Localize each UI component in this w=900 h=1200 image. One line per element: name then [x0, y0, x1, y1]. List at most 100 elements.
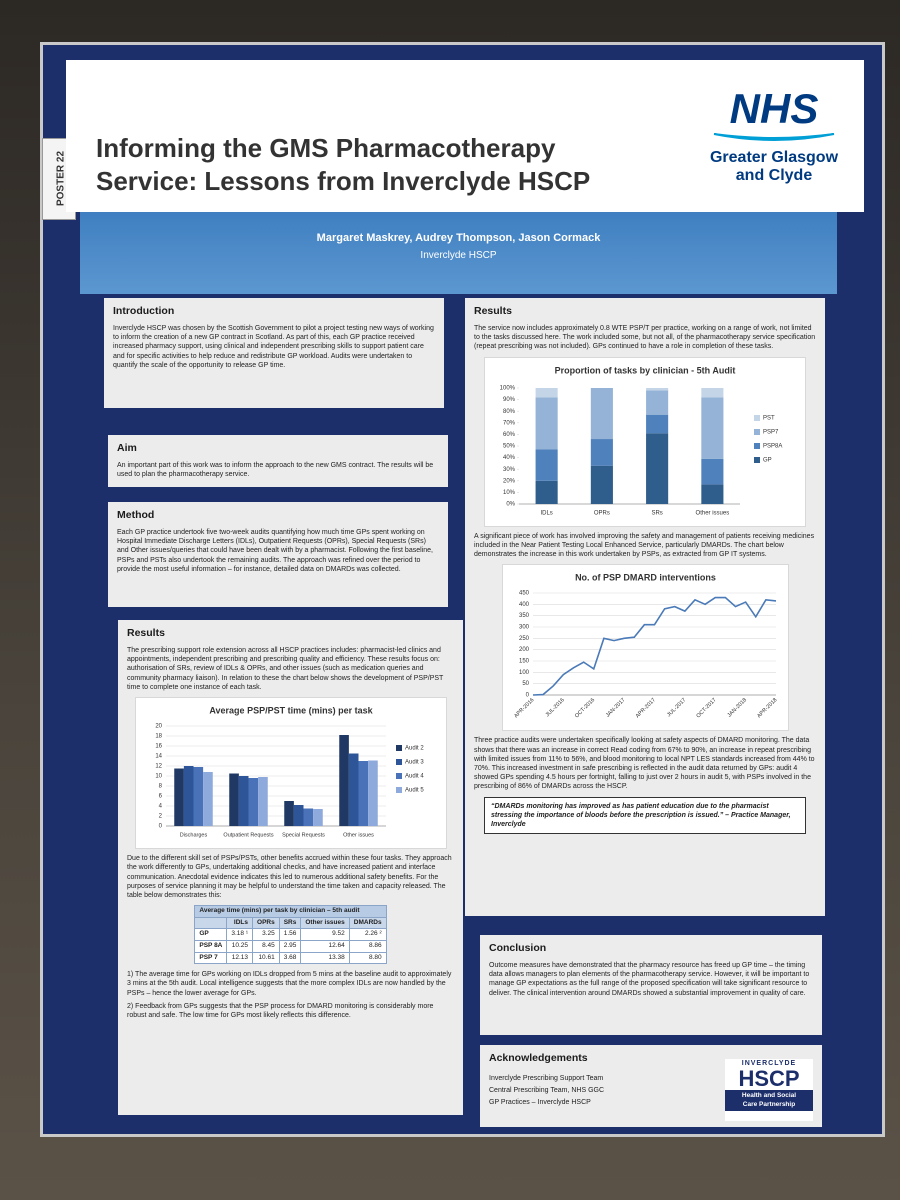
bar-segment [535, 449, 558, 481]
x-tick-label: JUL-2017 [666, 697, 687, 718]
x-tick-label: APR-2018 [756, 697, 778, 719]
bar-segment [701, 387, 724, 397]
bar [257, 777, 268, 827]
body-text: A significant piece of work has involved… [474, 532, 815, 559]
nhs-logo: NHS Greater Glasgow and Clyde [694, 88, 854, 184]
bar-segment [701, 458, 724, 484]
title-line: Informing the GMS Pharmacotherapy [96, 133, 556, 163]
bar [228, 773, 239, 827]
x-tick-label: Other issues [696, 510, 730, 516]
y-tick-label: 18 [155, 734, 162, 740]
note: 2) Feedback from GPs suggests that the P… [127, 1002, 434, 1020]
bar [312, 809, 323, 827]
heading: Acknowledgements [489, 1052, 588, 1064]
table-cell: 2.95 [278, 939, 302, 953]
x-tick-label: JAN-2018 [726, 697, 748, 719]
y-tick-label: 70% [503, 420, 516, 426]
table-cell: PSP 8A [194, 939, 228, 953]
logo-sub: Health and Social Care Partnership [725, 1090, 813, 1112]
legend-swatch [754, 428, 760, 435]
table-cell: GP [194, 928, 228, 941]
legend-label: PST [763, 415, 775, 421]
table-cell: 9.52 [300, 928, 350, 941]
bar [248, 778, 258, 827]
ack-line: Inverclyde Prescribing Support Team [489, 1074, 604, 1082]
legend-label: PSP7 [763, 429, 779, 435]
x-tick-label: JUL-2016 [544, 697, 565, 718]
time-table: Average time (mins) per task by clinicia… [194, 905, 387, 965]
x-tick-label: Outpatient Requests [223, 832, 273, 838]
bar [202, 772, 213, 827]
header-cell: DMARDs [348, 916, 387, 930]
quote: “DMARDs monitoring has improved as has p… [484, 796, 806, 835]
method: Method Each GP practice undertook five t… [108, 502, 448, 607]
table-cell: PSP 7 [194, 951, 228, 965]
header: Informing the GMS Pharmacotherapy Servic… [66, 60, 864, 212]
table-cell: 8.80 [348, 951, 387, 965]
x-tick-label: OCT-2016 [574, 697, 596, 719]
bar [283, 801, 294, 827]
y-tick-label: 30% [503, 466, 516, 472]
header-cell: OPRs [252, 916, 280, 930]
ack-line: GP Practices – Inverclyde HSCP [489, 1099, 591, 1107]
y-tick-label: 20 [155, 724, 162, 730]
heading: Results [474, 305, 512, 317]
introduction: Introduction Inverclyde HSCP was chosen … [104, 298, 444, 408]
bar [348, 753, 358, 827]
y-tick-label: 80% [503, 408, 516, 414]
x-tick-label: APR-2016 [513, 697, 535, 719]
body-text: Outcome measures have demonstrated that … [489, 961, 810, 997]
legend-swatch [754, 442, 760, 449]
grouped-bar-chart: Average PSP/PST time (mins) per task 0 2 4 6… [134, 697, 447, 850]
body-text: Due to the different skill set of PSPs/P… [127, 855, 452, 899]
header-cell: SRs [278, 916, 302, 930]
table-row: PSP 7 12.13 10.61 3.68 13.38 8.80 [194, 951, 387, 965]
y-tick-label: 350 [518, 614, 529, 620]
conclusion: Conclusion Outcome measures have demonst… [480, 935, 822, 1035]
bar-segment [701, 396, 724, 459]
y-tick-label: 50 [522, 682, 529, 688]
y-tick-label: 10% [503, 490, 516, 496]
header-cell: IDLs [226, 916, 254, 930]
bar-segment [535, 396, 558, 450]
y-tick-label: 10 [155, 774, 162, 780]
y-tick-label: 0% [506, 501, 515, 507]
bar [303, 808, 313, 827]
bar [358, 761, 368, 827]
x-tick-label: JAN-2017 [605, 697, 627, 719]
y-tick-label: 12 [155, 764, 162, 770]
heading: Method [117, 509, 155, 521]
legend-label: PSP8A [763, 443, 782, 449]
table-cell: 10.61 [252, 951, 280, 965]
table-cell: 12.64 [300, 939, 350, 953]
hscp-logo: INVERCLYDE HSCP Health and Social Care P… [725, 1059, 813, 1121]
y-tick-label: 20% [503, 478, 516, 484]
table-cell: 3.18 ¹ [226, 928, 254, 941]
y-tick-label: 0 [158, 824, 162, 830]
logo-top: INVERCLYDE [741, 1060, 797, 1067]
ack-list: Inverclyde Prescribing Support Team Centr… [489, 1074, 813, 1108]
y-tick-label: 4 [158, 804, 162, 810]
heading: Conclusion [489, 942, 547, 954]
legend-label: Audit 4 [405, 774, 424, 780]
x-tick-label: OPRs [594, 510, 610, 516]
chart-title: Average PSP/PST time (mins) per task [209, 705, 373, 715]
bar [367, 760, 378, 827]
author-band: Margaret Maskrey, Audrey Thompson, Jason… [80, 212, 837, 294]
logo-wave [713, 133, 835, 141]
table-cell: 1.56 [278, 928, 302, 941]
table-cell: 3.68 [278, 951, 302, 965]
y-tick-label: 100 [518, 670, 529, 676]
legend-label: Audit 5 [405, 788, 424, 794]
stacked-bar-chart: Proportion of tasks by clinician - 5th A… [484, 356, 806, 527]
logo-sub-line: Care Partnership [742, 1100, 796, 1108]
note: 1) The average time for GPs working on I… [127, 971, 452, 997]
line-chart: No. of PSP DMARD interventions 0 50 100 150 2… [501, 564, 789, 732]
logo-line: Greater Glasgow [709, 149, 839, 166]
legend-swatch [754, 456, 760, 463]
y-tick-label: 100% [500, 385, 516, 391]
x-tick-label: Discharges [179, 832, 207, 838]
x-tick-label: SRs [651, 510, 662, 516]
bar-segment [646, 389, 669, 415]
